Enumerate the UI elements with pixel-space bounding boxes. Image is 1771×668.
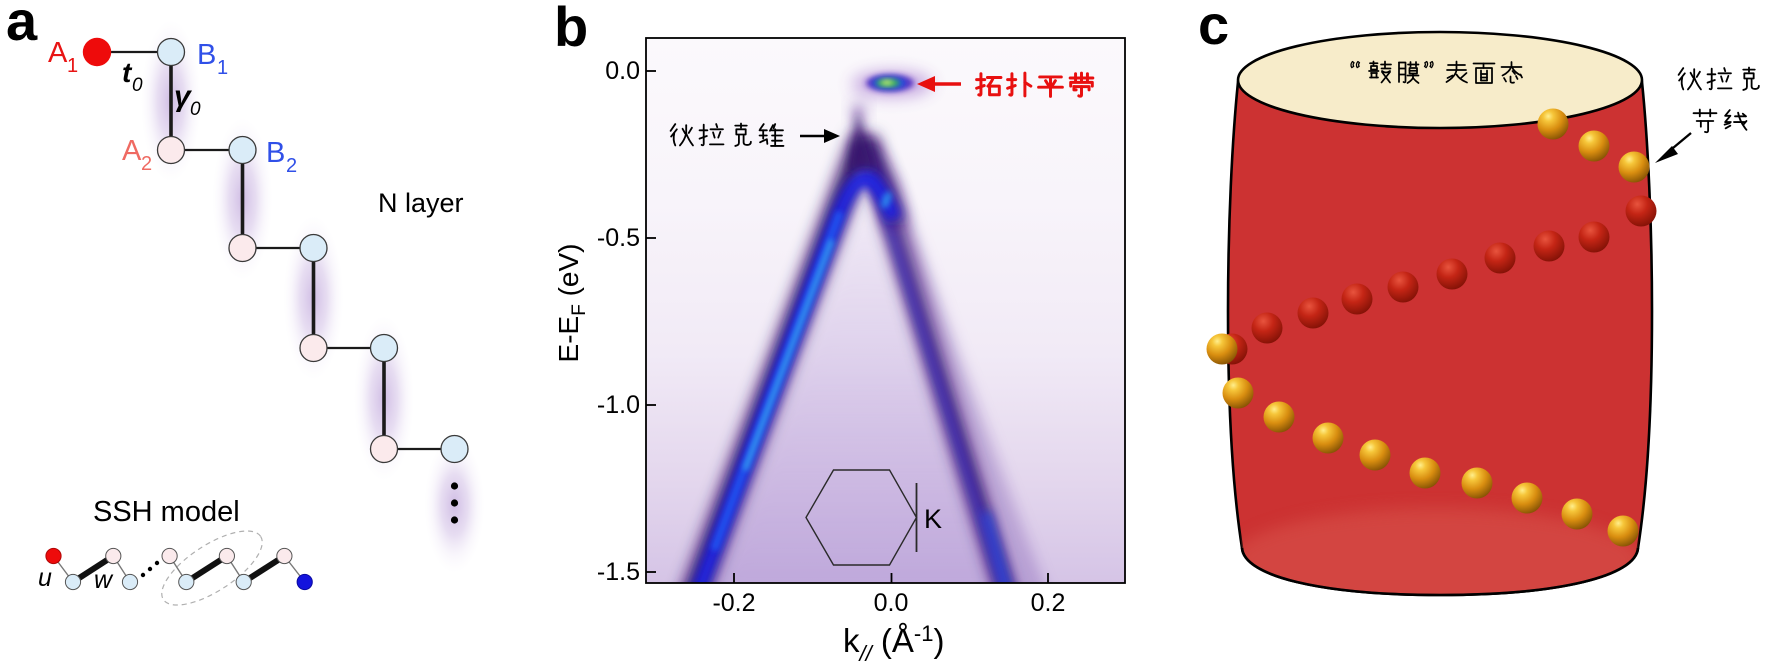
svg-text:0: 0 (132, 75, 143, 96)
svg-text:-1.5: -1.5 (597, 558, 640, 586)
svg-text:B: B (266, 137, 285, 169)
svg-text:u: u (38, 564, 52, 592)
svg-text:1: 1 (217, 57, 228, 79)
svg-text:K: K (924, 504, 942, 534)
svg-text:0: 0 (190, 99, 201, 120)
svg-text:1: 1 (67, 55, 78, 77)
svg-text:b: b (554, 0, 588, 58)
svg-text:-0.2: -0.2 (712, 589, 755, 617)
svg-text:N layer: N layer (378, 188, 464, 218)
svg-text:A: A (122, 135, 142, 167)
svg-text:t: t (122, 57, 133, 88)
svg-text:0.0: 0.0 (874, 589, 909, 617)
svg-text:2: 2 (141, 153, 152, 175)
svg-text:γ: γ (174, 80, 193, 113)
svg-text:0.0: 0.0 (605, 57, 640, 85)
svg-text:0.2: 0.2 (1031, 589, 1066, 617)
svg-text:-0.5: -0.5 (597, 224, 640, 252)
svg-text:SSH model: SSH model (93, 496, 240, 528)
svg-text:2: 2 (286, 155, 297, 177)
svg-text:w: w (94, 566, 114, 594)
svg-text:E-EF (eV): E-EF (eV) (553, 244, 590, 363)
svg-text:a: a (6, 0, 38, 52)
svg-text:B: B (197, 39, 216, 71)
svg-text:c: c (1198, 0, 1229, 56)
svg-text:A: A (48, 37, 68, 69)
svg-text:k// (Å-1): k// (Å-1) (843, 621, 944, 666)
svg-text:-1.0: -1.0 (597, 391, 640, 419)
